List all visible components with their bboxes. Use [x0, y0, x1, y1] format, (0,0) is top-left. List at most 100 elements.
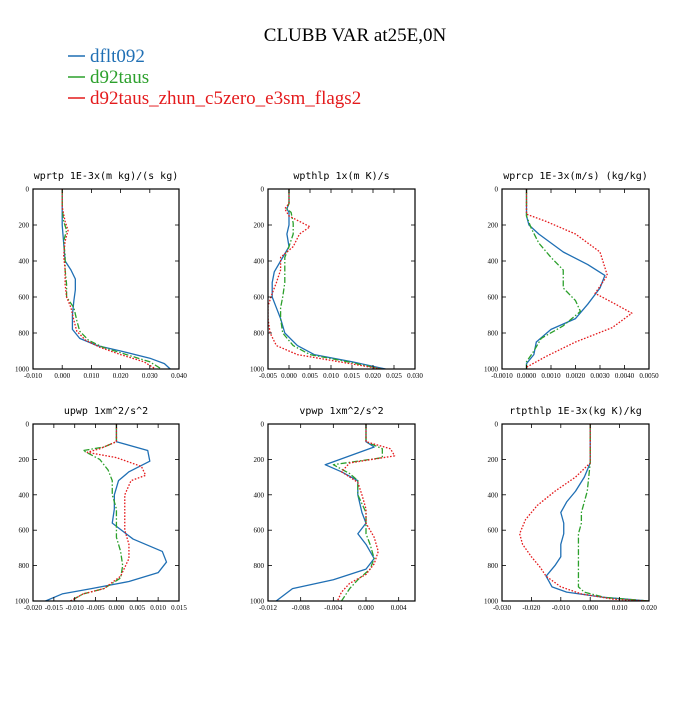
y-tick-label: 0 [26, 186, 30, 194]
panel-title: wprtp 1E-3x(m kg)/(s kg) [34, 171, 179, 182]
y-tick-label: 600 [19, 294, 30, 302]
x-tick-label: -0.010 [24, 372, 43, 380]
x-tick-label: 0.000 [281, 372, 297, 380]
y-tick-label: 200 [488, 222, 499, 230]
x-tick-label: -0.004 [324, 604, 343, 612]
y-tick-label: 1000 [15, 598, 30, 606]
y-tick-label: 0 [495, 186, 499, 194]
panel: vpwp 1xm^2/s^2 -0.012 -0.008 -0.004 0.000 0.0… [250, 406, 416, 612]
y-tick-label: 1000 [15, 366, 30, 374]
x-tick-label: -0.012 [259, 604, 278, 612]
x-tick-label: 0.000 [109, 604, 125, 612]
legend-label: dflt092 [90, 46, 145, 67]
y-tick-label: 600 [254, 527, 265, 535]
x-tick-label: 0.020 [641, 604, 657, 612]
x-tick-label: 0.000 [358, 604, 374, 612]
panel-title: vpwp 1xm^2/s^2 [299, 406, 383, 417]
x-tick-label: 0.010 [323, 372, 339, 380]
axes-frame [32, 188, 180, 370]
x-tick-label: -0.0010 [491, 372, 513, 380]
x-tick-label: 0.010 [612, 604, 628, 612]
axes-frame [32, 423, 180, 602]
legend-entry: dflt092 [68, 46, 145, 67]
panel: wprcp 1E-3x(m/s) (kg/kg) -0.0010 0.0000 0.0… [484, 171, 659, 380]
y-tick-label: 0 [261, 186, 265, 194]
series-group [61, 189, 171, 369]
y-tick-label: 800 [254, 562, 265, 570]
series-line [271, 189, 386, 369]
x-tick-label: -0.005 [87, 604, 106, 612]
series-group [518, 424, 649, 601]
legend-entry: d92taus_zhun_c5zero_e3sm_flags2 [68, 88, 361, 109]
y-tick-label: 0 [495, 421, 499, 429]
legend: dflt092d92tausd92taus_zhun_c5zero_e3sm_f… [68, 46, 361, 109]
x-tick-label: 0.020 [365, 372, 381, 380]
y-tick-label: 800 [254, 330, 265, 338]
x-tick-label: 0.0020 [566, 372, 586, 380]
series-line [61, 189, 171, 369]
axes-frame [501, 423, 650, 602]
y-tick-label: 400 [254, 491, 265, 499]
series-line [45, 424, 168, 601]
panel-title: wpthlp 1x(m K)/s [293, 171, 389, 182]
y-tick-label: 400 [488, 491, 499, 499]
x-tick-label: 0.0030 [590, 372, 610, 380]
x-tick-label: -0.010 [552, 604, 571, 612]
series-group [45, 424, 168, 601]
series-line [275, 424, 375, 601]
series-group [268, 189, 386, 369]
y-tick-label: 800 [488, 562, 499, 570]
x-tick-label: 0.005 [302, 372, 318, 380]
series-group [275, 424, 396, 601]
x-tick-label: 0.015 [171, 604, 187, 612]
series-line [268, 189, 382, 369]
panel: upwp 1xm^2/s^2-0.020 -0.015 -0.010 -0.005 0.… [15, 406, 187, 612]
x-tick-label: 0.015 [344, 372, 360, 380]
x-tick-label: 0.030 [407, 372, 423, 380]
series-line [332, 424, 383, 601]
series-line [61, 189, 162, 369]
legend-label: d92taus_zhun_c5zero_e3sm_flags2 [90, 88, 361, 109]
series-line [336, 424, 396, 601]
series-line [525, 189, 582, 369]
series-line [70, 424, 124, 601]
series-group [525, 189, 633, 369]
x-tick-label: -0.020 [522, 604, 541, 612]
y-tick-label: 400 [19, 491, 30, 499]
legend-label: d92taus [90, 67, 149, 88]
panel: wprtp 1E-3x(m kg)/(s kg) -0.010 0.000 0.010… [15, 171, 187, 380]
x-tick-label: 0.030 [142, 372, 158, 380]
y-tick-label: 400 [19, 258, 30, 266]
y-tick-label: 200 [19, 456, 30, 464]
y-tick-label: 0 [26, 421, 30, 429]
series-line [61, 189, 156, 369]
x-tick-label: 0.000 [54, 372, 70, 380]
y-tick-label: 600 [488, 527, 499, 535]
x-tick-label: 0.0010 [541, 372, 561, 380]
x-tick-label: 0.000 [582, 604, 598, 612]
x-tick-label: -0.008 [292, 604, 311, 612]
y-tick-label: 400 [488, 258, 499, 266]
panel: wpthlp 1x(m K)/s -0.005 0.000 0.005 0.010 0.0… [250, 171, 423, 380]
y-tick-label: 400 [254, 258, 265, 266]
y-tick-label: 1000 [484, 366, 499, 374]
x-tick-label: 0.010 [84, 372, 100, 380]
y-tick-label: 800 [488, 330, 499, 338]
panel-title: upwp 1xm^2/s^2 [64, 406, 148, 417]
y-tick-label: 800 [19, 562, 30, 570]
series-line [577, 424, 649, 601]
y-tick-label: 1000 [250, 366, 265, 374]
y-tick-label: 1000 [250, 598, 265, 606]
x-tick-label: 0.0000 [517, 372, 537, 380]
y-tick-label: 600 [254, 294, 265, 302]
x-tick-label: -0.015 [45, 604, 64, 612]
x-tick-label: 0.020 [113, 372, 129, 380]
y-tick-label: 0 [261, 421, 265, 429]
axes-frame [267, 423, 416, 602]
x-tick-label: -0.005 [259, 372, 278, 380]
y-tick-label: 200 [488, 456, 499, 464]
x-tick-label: 0.025 [386, 372, 402, 380]
x-tick-label: -0.010 [66, 604, 85, 612]
